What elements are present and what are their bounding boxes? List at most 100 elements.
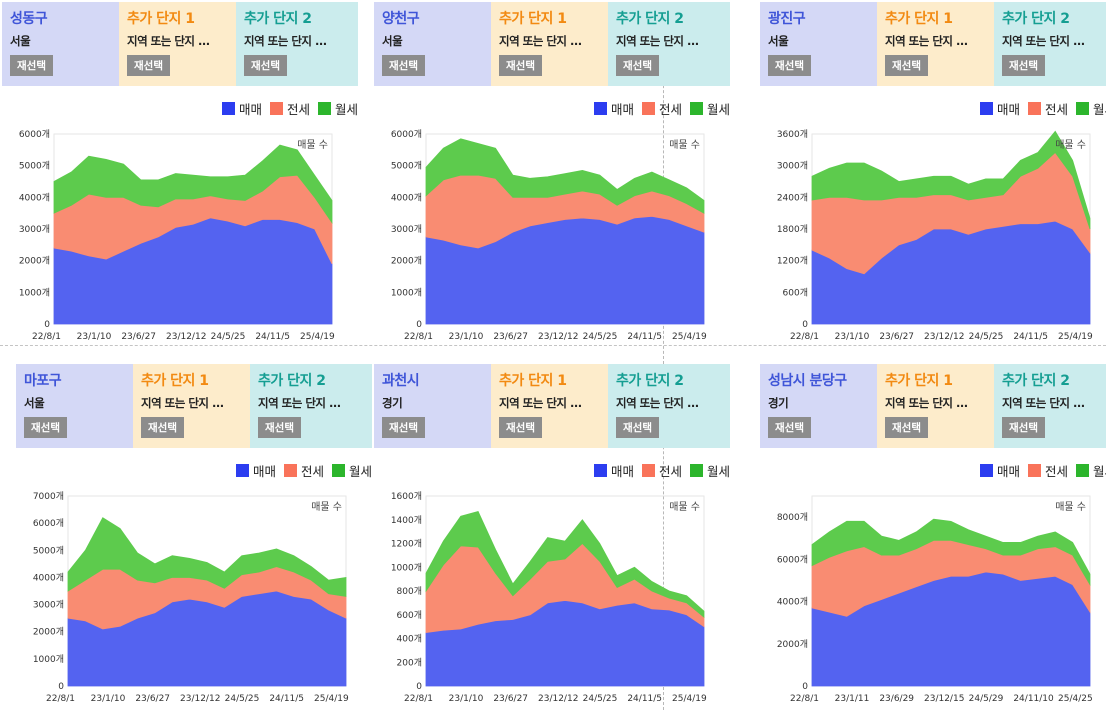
area-series-monthly[interactable] xyxy=(67,517,347,597)
legend-swatch-jeonse[interactable] xyxy=(1027,464,1041,477)
additional-complex-2-title: 추가 단지 2 xyxy=(616,373,684,389)
reselect-button[interactable]: 재선택 xyxy=(1002,417,1045,438)
legend-label-sale[interactable]: 매매 xyxy=(996,102,1020,117)
y-tick-label: 2000개 xyxy=(19,256,50,267)
reselect-button[interactable]: 재선택 xyxy=(768,417,811,438)
legend-label-monthly[interactable]: 월세 xyxy=(706,102,730,117)
additional-complex-2-cell[interactable]: 추가 단지 2 지역 또는 단지 ... 재선택 xyxy=(994,2,1106,86)
reselect-button[interactable]: 재선택 xyxy=(616,55,659,76)
listings-area-chart: 0 2000개 4000개 6000개 8000개 22/8/1 23/1/11 23/6/2… xyxy=(760,482,1100,715)
legend-swatch-jeonse[interactable] xyxy=(641,464,655,477)
area-series-monthly[interactable] xyxy=(811,130,1091,230)
additional-complex-2-placeholder: 지역 또는 단지 ... xyxy=(1002,34,1085,48)
additional-complex-1-cell[interactable]: 추가 단지 1 지역 또는 단지 ... 재선택 xyxy=(877,364,994,448)
region-name: 마포구 xyxy=(24,373,62,389)
legend-label-monthly[interactable]: 월세 xyxy=(348,464,372,479)
y-tick-label: 2000개 xyxy=(33,627,64,638)
panel-header: 과천시 경기 재선택 추가 단지 1 지역 또는 단지 ... 재선택 추가 단… xyxy=(374,364,730,448)
legend-label-monthly[interactable]: 월세 xyxy=(706,464,730,479)
legend-label-jeonse[interactable]: 전세 xyxy=(1044,102,1068,117)
area-series-monthly[interactable] xyxy=(425,510,705,618)
legend-label-monthly[interactable]: 월세 xyxy=(1092,464,1106,479)
reselect-button[interactable]: 재선택 xyxy=(499,55,542,76)
x-tick-label: 23/1/10 xyxy=(449,332,484,342)
legend-swatch-monthly[interactable] xyxy=(317,102,331,115)
legend-swatch-monthly[interactable] xyxy=(1075,102,1089,115)
reselect-button[interactable]: 재선택 xyxy=(382,55,425,76)
additional-complex-2-placeholder: 지역 또는 단지 ... xyxy=(1002,396,1085,410)
region-name: 성남시 분당구 xyxy=(768,373,847,389)
additional-complex-2-cell[interactable]: 추가 단지 2 지역 또는 단지 ... 재선택 xyxy=(236,2,358,86)
legend-swatch-sale[interactable] xyxy=(593,464,607,477)
legend-swatch-jeonse[interactable] xyxy=(283,464,297,477)
reselect-button[interactable]: 재선택 xyxy=(885,417,928,438)
x-tick-label: 23/1/11 xyxy=(835,694,870,704)
additional-complex-1-title: 추가 단지 1 xyxy=(499,373,567,389)
area-series-monthly[interactable] xyxy=(811,518,1091,587)
x-tick-label: 24/5/29 xyxy=(969,694,1004,704)
area-series-monthly[interactable] xyxy=(53,144,333,224)
reselect-button[interactable]: 재선택 xyxy=(768,55,811,76)
city-name: 서울 xyxy=(768,34,789,48)
legend-swatch-monthly[interactable] xyxy=(689,464,703,477)
additional-complex-1-cell[interactable]: 추가 단지 1 지역 또는 단지 ... 재선택 xyxy=(119,2,236,86)
legend-label-sale[interactable]: 매매 xyxy=(238,102,262,117)
legend-swatch-jeonse[interactable] xyxy=(1027,102,1041,115)
legend-swatch-monthly[interactable] xyxy=(689,102,703,115)
reselect-button[interactable]: 재선택 xyxy=(141,417,184,438)
reselect-button[interactable]: 재선택 xyxy=(1002,55,1045,76)
reselect-button[interactable]: 재선택 xyxy=(244,55,287,76)
reselect-button[interactable]: 재선택 xyxy=(382,417,425,438)
x-tick-label: 22/8/1 xyxy=(46,694,75,704)
additional-complex-1-cell[interactable]: 추가 단지 1 지역 또는 단지 ... 재선택 xyxy=(133,364,250,448)
legend-swatch-sale[interactable] xyxy=(235,464,249,477)
additional-complex-1-cell[interactable]: 추가 단지 1 지역 또는 단지 ... 재선택 xyxy=(491,2,608,86)
additional-complex-1-title: 추가 단지 1 xyxy=(141,373,209,389)
legend-label-jeonse[interactable]: 전세 xyxy=(286,102,310,117)
city-name: 경기 xyxy=(382,396,403,410)
legend-label-jeonse[interactable]: 전세 xyxy=(300,464,324,479)
legend-swatch-sale[interactable] xyxy=(593,102,607,115)
legend-swatch-jeonse[interactable] xyxy=(269,102,283,115)
legend-swatch-sale[interactable] xyxy=(979,464,993,477)
legend-swatch-sale[interactable] xyxy=(979,102,993,115)
reselect-button[interactable]: 재선택 xyxy=(499,417,542,438)
reselect-button[interactable]: 재선택 xyxy=(10,55,53,76)
legend-label-sale[interactable]: 매매 xyxy=(996,464,1020,479)
additional-complex-2-cell[interactable]: 추가 단지 2 지역 또는 단지 ... 재선택 xyxy=(994,364,1106,448)
additional-complex-2-cell[interactable]: 추가 단지 2 지역 또는 단지 ... 재선택 xyxy=(608,364,730,448)
additional-complex-1-placeholder: 지역 또는 단지 ... xyxy=(885,34,968,48)
x-tick-label: 23/12/12 xyxy=(180,694,220,704)
legend-swatch-monthly[interactable] xyxy=(1075,464,1089,477)
chart-legend: 매매 전세 월세 xyxy=(214,99,358,118)
area-series-monthly[interactable] xyxy=(425,138,705,214)
legend-swatch-jeonse[interactable] xyxy=(641,102,655,115)
chart-legend: 매매 전세 월세 xyxy=(586,99,730,118)
chart-annotation: 매물 수 xyxy=(297,139,328,151)
legend-label-sale[interactable]: 매매 xyxy=(252,464,276,479)
legend-swatch-monthly[interactable] xyxy=(331,464,345,477)
legend-label-monthly[interactable]: 월세 xyxy=(334,102,358,117)
legend-label-jeonse[interactable]: 전세 xyxy=(1044,464,1068,479)
legend-label-jeonse[interactable]: 전세 xyxy=(658,102,682,117)
reselect-button[interactable]: 재선택 xyxy=(127,55,170,76)
reselect-button[interactable]: 재선택 xyxy=(24,417,67,438)
legend-label-jeonse[interactable]: 전세 xyxy=(658,464,682,479)
legend-label-monthly[interactable]: 월세 xyxy=(1092,102,1106,117)
additional-complex-1-cell[interactable]: 추가 단지 1 지역 또는 단지 ... 재선택 xyxy=(491,364,608,448)
y-tick-label: 4000개 xyxy=(391,192,422,203)
reselect-button[interactable]: 재선택 xyxy=(885,55,928,76)
legend-label-sale[interactable]: 매매 xyxy=(610,102,634,117)
reselect-button[interactable]: 재선택 xyxy=(616,417,659,438)
additional-complex-2-cell[interactable]: 추가 단지 2 지역 또는 단지 ... 재선택 xyxy=(250,364,372,448)
x-tick-label: 22/8/1 xyxy=(404,694,433,704)
legend-label-sale[interactable]: 매매 xyxy=(610,464,634,479)
y-tick-label: 1000개 xyxy=(19,287,50,298)
x-tick-label: 24/5/25 xyxy=(969,332,1004,342)
additional-complex-2-cell[interactable]: 추가 단지 2 지역 또는 단지 ... 재선택 xyxy=(608,2,730,86)
x-tick-label: 23/12/15 xyxy=(924,694,964,704)
legend-swatch-sale[interactable] xyxy=(221,102,235,115)
additional-complex-2-title: 추가 단지 2 xyxy=(1002,11,1070,27)
additional-complex-1-cell[interactable]: 추가 단지 1 지역 또는 단지 ... 재선택 xyxy=(877,2,994,86)
reselect-button[interactable]: 재선택 xyxy=(258,417,301,438)
